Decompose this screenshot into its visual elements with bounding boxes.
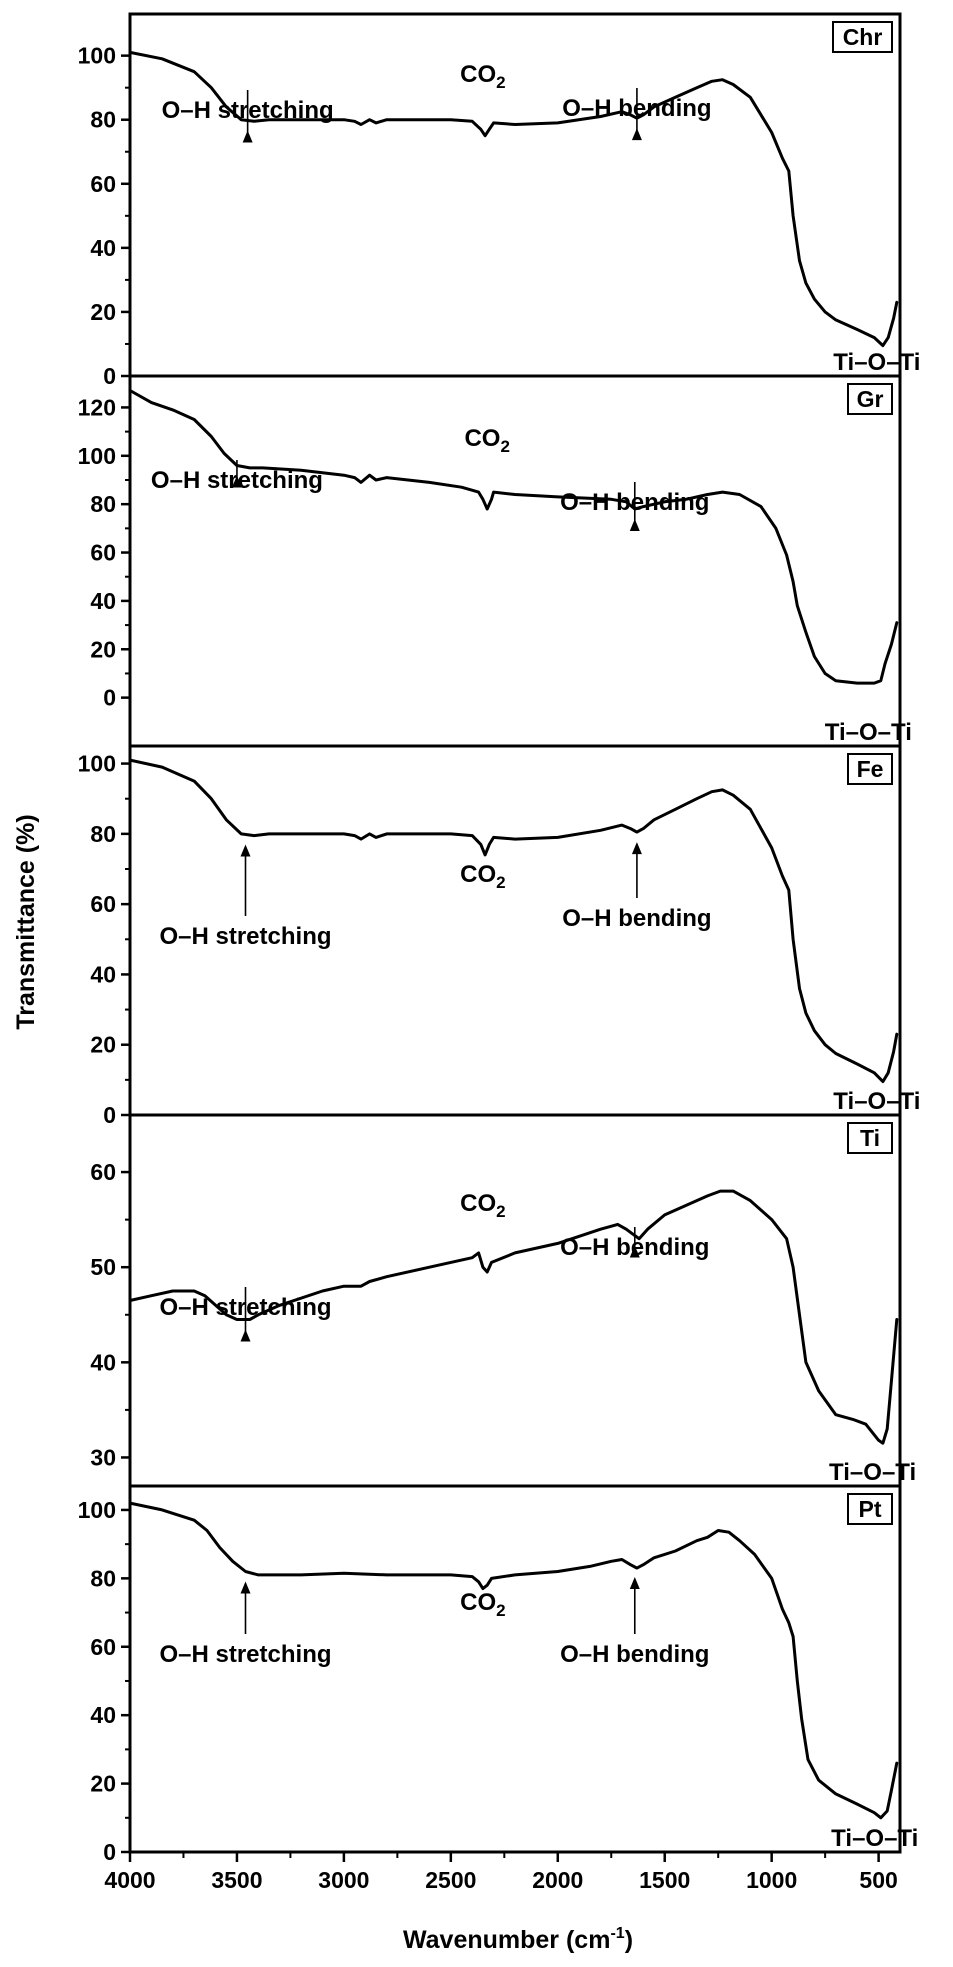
y-tick-label: 40 <box>90 588 116 614</box>
y-tick-label: 60 <box>90 171 116 197</box>
oh-bending-label: O–H bending <box>560 1234 709 1261</box>
oh-bending-arrowhead <box>631 842 642 855</box>
series-line-chr <box>128 50 899 348</box>
y-tick-label: 0 <box>103 1102 116 1128</box>
x-tick-label: 2000 <box>532 1867 583 1893</box>
oh-bending-label: O–H bending <box>562 95 711 122</box>
x-tick-label: 3000 <box>318 1867 369 1893</box>
y-tick-label: 100 <box>78 43 116 69</box>
panel-tag-label: Ti <box>860 1125 880 1151</box>
x-tick-label: 1000 <box>746 1867 797 1893</box>
y-tick-label: 60 <box>90 540 116 566</box>
x-tick-label: 1500 <box>639 1867 690 1893</box>
y-tick-label: 0 <box>103 363 116 389</box>
panel-chr: 0 20 40 60 80 100 Chr O–H stretching CO2 O–H bend… <box>78 12 920 389</box>
series-line-gr <box>128 389 899 685</box>
y-tick-label: 20 <box>90 1771 116 1797</box>
series-line-ti <box>128 1189 899 1445</box>
y-tick-label: 80 <box>90 821 116 847</box>
oh-bending-arrowhead <box>631 128 642 141</box>
x-tick-label: 500 <box>859 1867 897 1893</box>
y-tick-label: 60 <box>90 891 116 917</box>
panel-frame <box>128 1484 902 1854</box>
oh-bending-label: O–H bending <box>560 1641 709 1668</box>
oh-stretching-arrowhead <box>231 475 242 488</box>
x-tick-label: 3500 <box>211 1867 262 1893</box>
ti-o-ti-label: Ti–O–Ti <box>829 1459 916 1486</box>
oh-stretching-label: O–H stretching <box>159 1294 331 1321</box>
panel-fe: 0 20 40 60 80 100 Fe O–H stretching CO2 O–H bendi… <box>78 744 920 1128</box>
oh-bending-arrowhead <box>629 1245 640 1258</box>
y-tick-label: 80 <box>90 491 116 517</box>
oh-stretching-label: O–H stretching <box>159 1641 331 1668</box>
x-axis-title-superscript: -1 <box>610 1925 624 1942</box>
ti-o-ti-label: Ti–O–Ti <box>833 1088 920 1115</box>
oh-stretching-arrowhead <box>240 1581 251 1594</box>
panel-tag-label: Fe <box>857 756 884 782</box>
co2-label: CO2 <box>460 61 505 92</box>
oh-stretching-arrowhead <box>240 844 251 857</box>
oh-bending-label: O–H bending <box>560 489 709 516</box>
y-tick-label: 0 <box>103 685 116 711</box>
panel-tag-label: Gr <box>857 386 884 412</box>
panels-layer: 0 20 40 60 80 100 Chr O–H stretching CO2 O–H bend… <box>78 12 920 1865</box>
panel-ti: 30 40 50 60 Ti O–H stretching CO2 O–H bending Ti… <box>90 1113 916 1488</box>
panel-tag-box <box>847 1122 893 1154</box>
x-axis-title-main: Wavenumber (cm <box>403 1926 610 1954</box>
oh-stretching-label: O–H stretching <box>151 467 323 494</box>
panel-tag-box <box>847 753 893 785</box>
x-tick-label: 4000 <box>104 1867 155 1893</box>
panel-pt: 0 20 40 60 80 100 Pt O–H stretching CO2 O–H bendi… <box>78 1484 918 1865</box>
co2-label: CO2 <box>464 425 509 456</box>
y-tick-label: 40 <box>90 961 116 987</box>
y-tick-label: 100 <box>78 751 116 777</box>
panel-frame <box>128 374 902 748</box>
oh-stretching-arrowhead <box>242 130 253 143</box>
ti-o-ti-label: Ti–O–Ti <box>831 1825 918 1852</box>
y-tick-label: 80 <box>90 107 116 133</box>
x-axis: 4000 3500 3000 2500 2000 1500 1000 500 <box>104 1852 898 1893</box>
oh-bending-label: O–H bending <box>562 905 711 932</box>
oh-stretching-label: O–H stretching <box>159 923 331 950</box>
x-tick-label: 2500 <box>425 1867 476 1893</box>
co2-label: CO2 <box>460 1589 505 1620</box>
co2-label: CO2 <box>460 861 505 892</box>
y-tick-label: 100 <box>78 1497 116 1523</box>
y-axis-title: Transmittance (%) <box>12 814 40 1029</box>
series-line-fe <box>128 758 899 1084</box>
panel-tag-box <box>832 21 893 53</box>
y-tick-label: 0 <box>103 1839 116 1865</box>
oh-stretching-label: O–H stretching <box>162 97 334 124</box>
panel-tag-label: Chr <box>843 24 883 50</box>
y-tick-label: 40 <box>90 235 116 261</box>
y-tick-label: 60 <box>90 1159 116 1185</box>
x-axis-title-close: ) <box>625 1926 633 1954</box>
x-axis-title: Wavenumber (cm-1) <box>403 1925 633 1954</box>
panel-tag-label: Pt <box>859 1496 882 1522</box>
co2-label: CO2 <box>460 1190 505 1221</box>
panel-frame <box>128 12 902 378</box>
oh-stretching-arrowhead <box>240 1329 251 1342</box>
y-tick-label: 120 <box>78 394 116 420</box>
y-tick-label: 20 <box>90 1032 116 1058</box>
y-tick-label: 20 <box>90 299 116 325</box>
y-tick-label: 60 <box>90 1634 116 1660</box>
y-tick-label: 40 <box>90 1702 116 1728</box>
oh-bending-arrowhead <box>629 519 640 532</box>
panel-tag-box <box>847 383 893 415</box>
panel-gr: 0 20 40 60 80 100 120 Gr O–H stretching CO2 O–H be… <box>78 374 912 748</box>
y-tick-label: 80 <box>90 1565 116 1591</box>
y-tick-label: 100 <box>78 443 116 469</box>
series-line-pt <box>128 1501 899 1820</box>
y-tick-label: 40 <box>90 1349 116 1375</box>
y-tick-label: 30 <box>90 1444 116 1470</box>
y-tick-label: 50 <box>90 1254 116 1280</box>
ti-o-ti-label: Ti–O–Ti <box>825 719 912 746</box>
oh-bending-arrowhead <box>629 1576 640 1589</box>
panel-tag-box <box>847 1493 893 1525</box>
ti-o-ti-label: Ti–O–Ti <box>833 349 920 376</box>
y-tick-label: 20 <box>90 636 116 662</box>
